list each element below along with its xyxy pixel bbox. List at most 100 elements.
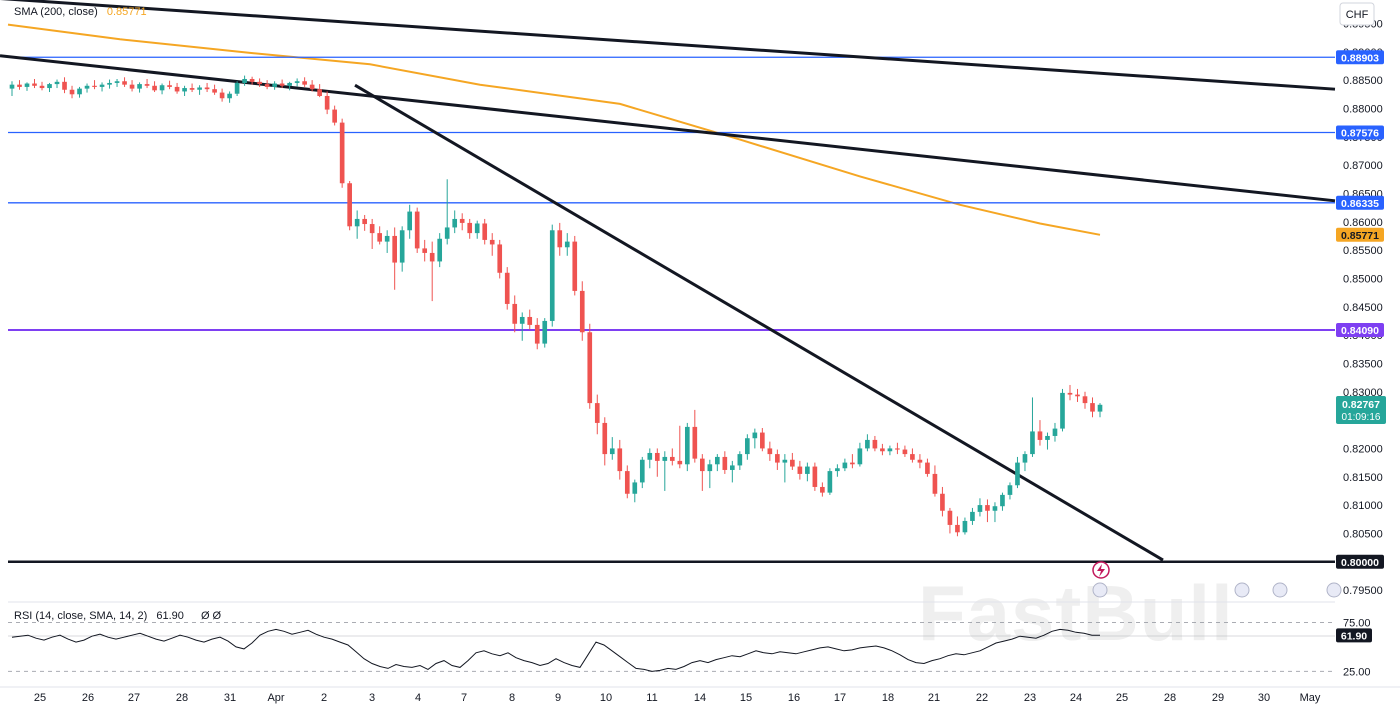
candle-body [775, 454, 780, 463]
candle-body [354, 218, 360, 227]
candle-body [482, 223, 488, 240]
candle-body [842, 462, 848, 469]
candle-body [812, 466, 818, 487]
event-markers[interactable] [1092, 561, 1342, 598]
candle-body [1030, 431, 1035, 455]
candle-body [865, 439, 870, 449]
candle-body [54, 81, 60, 85]
candle-body [9, 84, 15, 89]
candle-body [730, 465, 735, 470]
candle-body [962, 520, 968, 533]
candle-body [714, 456, 720, 465]
time-axis[interactable]: 25 26 27 28 31 Apr 2 3 4 7 8 9 10 11 14 15 16 17 18 21 22 23 2… [0, 686, 1400, 704]
candle-body [504, 272, 510, 304]
candle-body [970, 511, 975, 521]
candle-body [474, 223, 480, 234]
time-tick-label: 10 [600, 692, 612, 704]
time-tick-label: 25 [34, 692, 46, 704]
candle-body [647, 452, 653, 460]
price-tick-label: 0.88500 [1343, 75, 1383, 87]
candle-body [317, 89, 322, 96]
candle-body [204, 87, 210, 90]
candle-body [1007, 485, 1013, 495]
time-tick-label: 30 [1258, 692, 1270, 704]
countdown-text: 01:09:16 [1342, 412, 1381, 423]
candle-body [309, 84, 315, 90]
time-tick-label: 17 [834, 692, 846, 704]
time-tick-label: 3 [369, 692, 375, 704]
candle-body [69, 89, 75, 95]
us-flag-icon[interactable] [1234, 582, 1250, 598]
sma-legend-value: 0.85771 [107, 6, 147, 18]
sma-200-line [7, 23, 1101, 236]
candle-body [684, 426, 690, 465]
us-flag-icon[interactable] [1272, 582, 1288, 598]
candle-body [362, 218, 367, 225]
candle-body [159, 85, 165, 91]
candle-body [219, 92, 225, 99]
candle-body [932, 473, 938, 494]
currency-box[interactable] [1339, 2, 1375, 26]
candle-body [122, 81, 127, 85]
candle-body [902, 449, 908, 455]
level-price-tag-text: 0.80000 [1341, 557, 1379, 569]
price-axis[interactable]: 0.79500 0.80000 0.80500 0.81000 0.81500 0.820… [1336, 18, 1386, 597]
lightning-glyph [1097, 564, 1105, 577]
candle-body [820, 486, 825, 493]
price-tick-label: 0.83500 [1343, 358, 1383, 370]
candle-body [587, 332, 593, 404]
level-price-tag [1336, 50, 1384, 65]
candle-body [1015, 462, 1020, 486]
candle-body [534, 324, 540, 344]
candle-body [947, 510, 953, 525]
rsi-legend: RSI (14, close, SMA, 14, 2) 61.90 Ø Ø [14, 610, 222, 622]
trendlines-group[interactable] [0, 0, 1336, 562]
candle-body [572, 241, 578, 291]
rsi-tick-label: 75.00 [1343, 618, 1371, 630]
sma-price-tag-text: 0.85771 [1341, 230, 1379, 242]
candle-body [564, 241, 570, 248]
candle-body [579, 290, 585, 333]
candle-body [1090, 403, 1095, 412]
rsi-legend-label: RSI (14, close, SMA, 14, 2) [14, 610, 147, 622]
horizontal-levels-group[interactable] [8, 56, 1335, 564]
candle-body [24, 83, 30, 87]
candle-body [827, 471, 833, 493]
candle-body [497, 244, 503, 273]
price-tick-label: 0.81000 [1343, 500, 1383, 512]
candle-body [722, 456, 728, 470]
candle-body [437, 238, 443, 262]
candle-body [737, 454, 743, 466]
candle-body [1052, 428, 1058, 436]
level-price-tag-text: 0.84090 [1341, 325, 1379, 337]
candle-body [594, 403, 600, 423]
time-tick-label: 21 [928, 692, 940, 704]
rsi-value-tag [1336, 628, 1372, 643]
rsi-legend-value: 61.90 [156, 610, 184, 622]
us-flag-icon[interactable] [1326, 582, 1342, 598]
trendline[interactable] [0, 54, 1336, 203]
trendline[interactable] [354, 83, 1164, 562]
candle-body [182, 88, 187, 92]
candle-body [257, 81, 262, 85]
price-tick-label: 0.81500 [1343, 472, 1383, 484]
time-tick-label: 25 [1116, 692, 1128, 704]
candle-body [1000, 494, 1005, 507]
candle-body [654, 452, 660, 461]
trendline[interactable] [0, 0, 1336, 91]
candle-body [77, 88, 82, 95]
time-tick-label: 28 [176, 692, 188, 704]
time-tick-label: May [1300, 692, 1321, 704]
candle-body [692, 426, 698, 459]
price-tick-label: 0.83000 [1343, 387, 1383, 399]
price-tick-label: 0.86000 [1343, 217, 1383, 229]
candle-body [519, 316, 525, 324]
price-tick-label: 0.84500 [1343, 302, 1383, 314]
time-tick-label: 11 [646, 692, 657, 704]
candle-body [1075, 394, 1080, 397]
us-flag-icon[interactable] [1092, 582, 1108, 598]
candle-body [910, 454, 915, 460]
